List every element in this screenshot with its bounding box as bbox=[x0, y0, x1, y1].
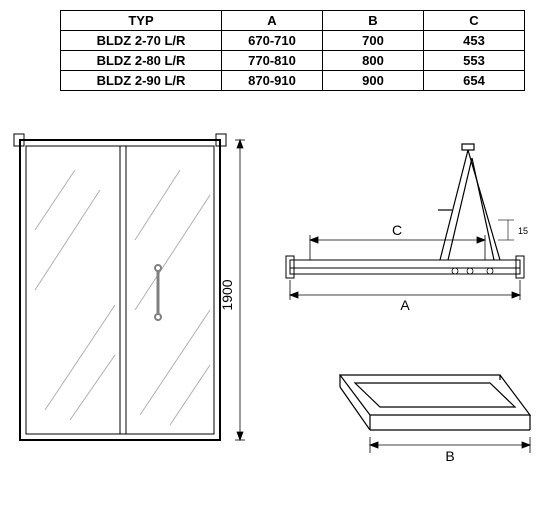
tray-drawing: B bbox=[340, 375, 530, 464]
front-door-drawing: 1900 bbox=[14, 134, 245, 440]
table-row: BLDZ 2-90 L/R 870-910 900 654 bbox=[61, 71, 525, 91]
header-b: B bbox=[323, 11, 424, 31]
cell-b: 900 bbox=[323, 71, 424, 91]
cell-typ: BLDZ 2-90 L/R bbox=[61, 71, 222, 91]
cell-c: 553 bbox=[424, 51, 525, 71]
dim-b-label: B bbox=[445, 448, 454, 464]
dim-c-label: C bbox=[392, 222, 402, 238]
cell-a: 870-910 bbox=[222, 71, 323, 91]
spec-table: TYP A B C BLDZ 2-70 L/R 670-710 700 453 … bbox=[60, 10, 525, 91]
dimension-c bbox=[310, 235, 485, 260]
header-a: A bbox=[222, 11, 323, 31]
table-row: BLDZ 2-80 L/R 770-810 800 553 bbox=[61, 51, 525, 71]
cell-typ: BLDZ 2-70 L/R bbox=[61, 31, 222, 51]
table-row: BLDZ 2-70 L/R 670-710 700 453 bbox=[61, 31, 525, 51]
cell-c: 654 bbox=[424, 71, 525, 91]
dimension-height bbox=[235, 140, 245, 440]
cell-b: 700 bbox=[323, 31, 424, 51]
header-c: C bbox=[424, 11, 525, 31]
dimension-15 bbox=[498, 220, 514, 240]
cell-a: 670-710 bbox=[222, 31, 323, 51]
cell-a: 770-810 bbox=[222, 51, 323, 71]
cell-typ: BLDZ 2-80 L/R bbox=[61, 51, 222, 71]
table-header-row: TYP A B C bbox=[61, 11, 525, 31]
cell-b: 800 bbox=[323, 51, 424, 71]
cell-c: 453 bbox=[424, 31, 525, 51]
dim-a-label: A bbox=[400, 297, 410, 313]
door-handle-icon bbox=[155, 265, 161, 320]
top-plan-drawing: C 15 A bbox=[286, 144, 528, 313]
dim-15-label: 15 bbox=[518, 226, 528, 236]
header-typ: TYP bbox=[61, 11, 222, 31]
technical-diagram: 1900 bbox=[0, 120, 555, 500]
dim-1900-label: 1900 bbox=[219, 279, 235, 310]
